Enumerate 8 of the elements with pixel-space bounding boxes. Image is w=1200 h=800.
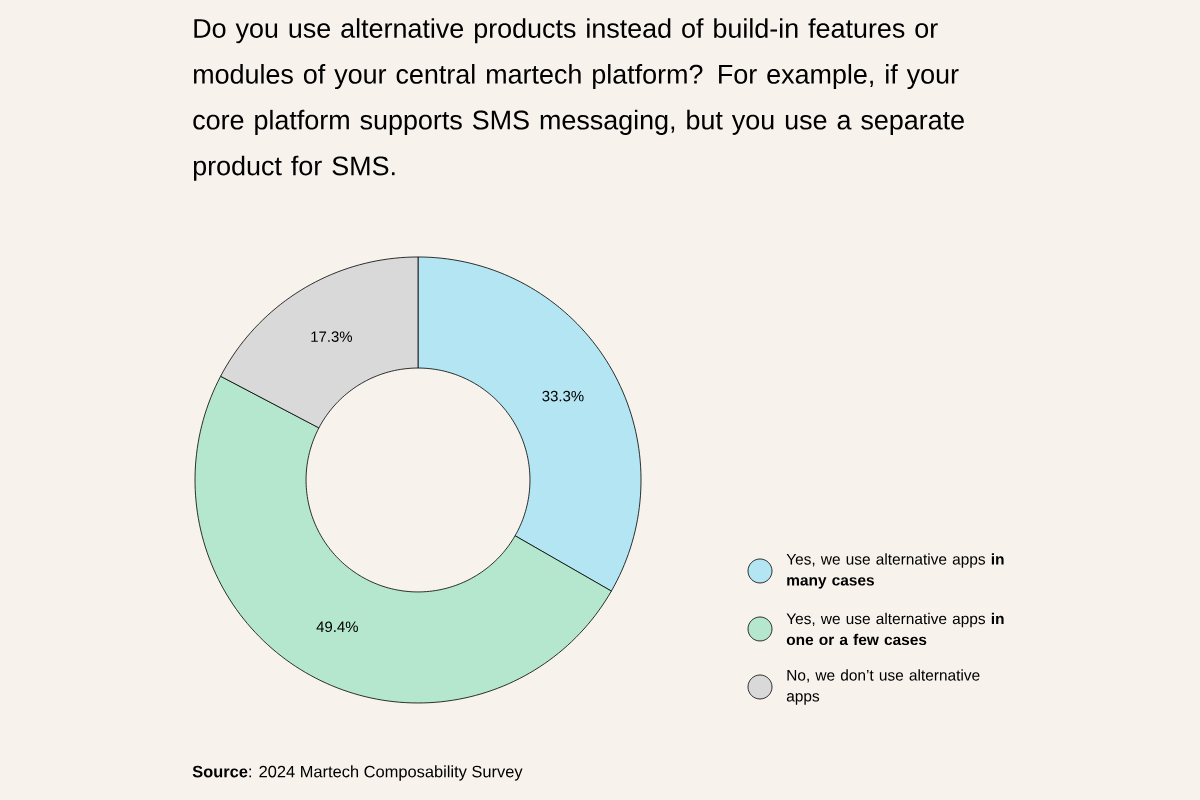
data-label: 49.4% (316, 621, 358, 633)
category-label: Yes, we use alternative apps in one or a few cases (786, 612, 1004, 646)
chart-title: Do you use alternative products instead of build-in features or modules of your central martech platform? For example, if your core platform supports SMS messaging, but you use a separate product for SMS. (193, 18, 964, 181)
data-label: 33.3% (542, 390, 584, 402)
data-label: 17.3% (311, 331, 353, 342)
text: Source: 2024 Martech Composability Survey (192, 765, 523, 781)
legend-label: No, we don’t use alternative apps (786, 669, 980, 705)
category-label: Yes, we use alternative apps in many cases (786, 553, 1004, 589)
